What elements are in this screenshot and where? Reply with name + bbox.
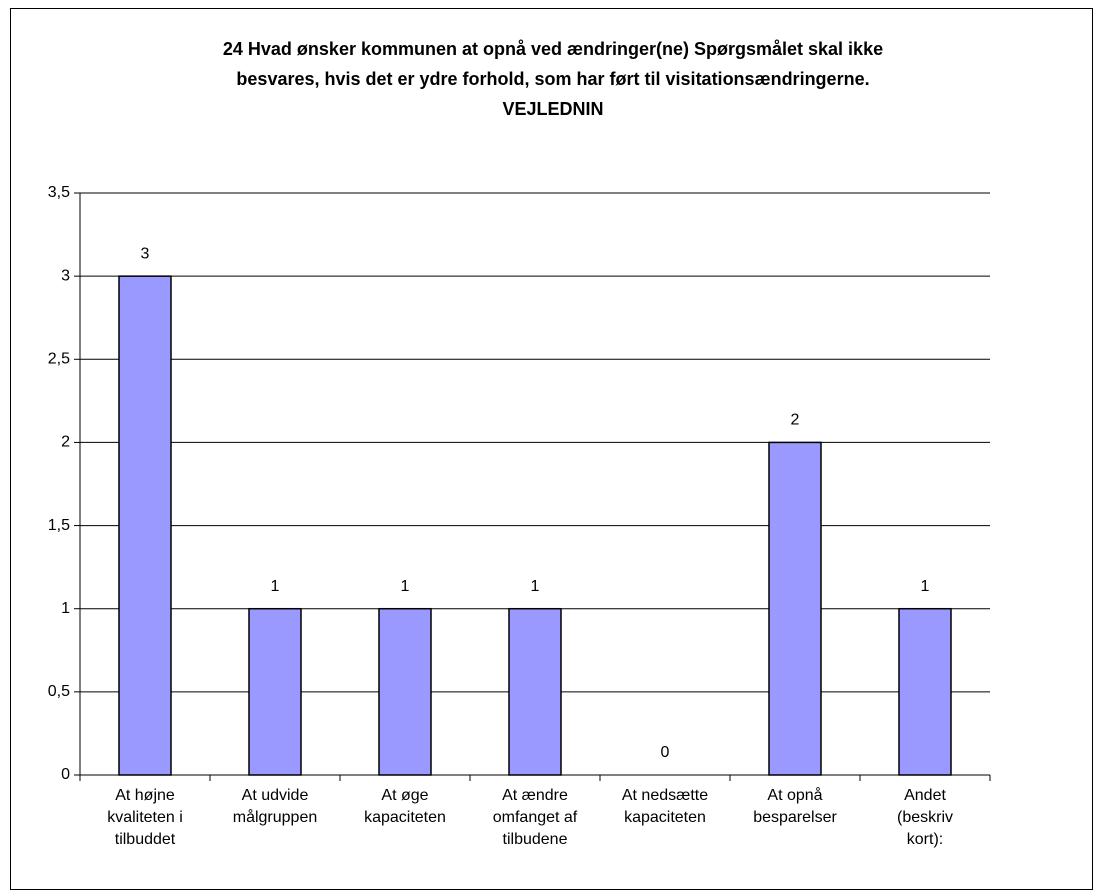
y-tick-label: 1 <box>61 600 70 617</box>
y-tick-label: 2,5 <box>48 351 70 368</box>
data-label: 2 <box>791 412 800 429</box>
data-label: 1 <box>921 578 930 595</box>
x-tick-label: Andet (beskriv kort): <box>896 787 953 848</box>
y-tick-label: 3 <box>61 267 70 284</box>
x-tick-label: At højne kvaliteten i tilbuddet <box>107 787 183 848</box>
y-tick-label: 0 <box>61 766 70 783</box>
bar <box>248 607 302 776</box>
bar <box>118 275 172 776</box>
x-tick-label: At ændre omfanget af tilbudene <box>492 787 578 848</box>
y-tick-label: 1,5 <box>48 517 70 534</box>
bar <box>508 607 562 776</box>
y-tick-label: 2 <box>61 434 70 451</box>
bar <box>768 441 822 776</box>
data-label: 0 <box>661 744 670 761</box>
chart-title: 24 Hvad ønsker kommunen at opnå ved ændr… <box>222 39 884 119</box>
data-label: 1 <box>401 578 410 595</box>
data-label: 1 <box>271 578 280 595</box>
bar <box>378 607 432 776</box>
data-label: 3 <box>141 245 150 262</box>
x-tick-label: At øge kapaciteten <box>364 787 446 826</box>
x-tick-label: At nedsætte kapaciteten <box>621 787 709 826</box>
data-label: 1 <box>531 578 540 595</box>
bar <box>898 607 952 776</box>
x-tick-label: At opnå besparelser <box>753 787 837 826</box>
x-tick-label: At udvide målgruppen <box>232 787 318 826</box>
y-tick-label: 0,5 <box>48 683 70 700</box>
y-tick-label: 3,5 <box>48 184 70 201</box>
